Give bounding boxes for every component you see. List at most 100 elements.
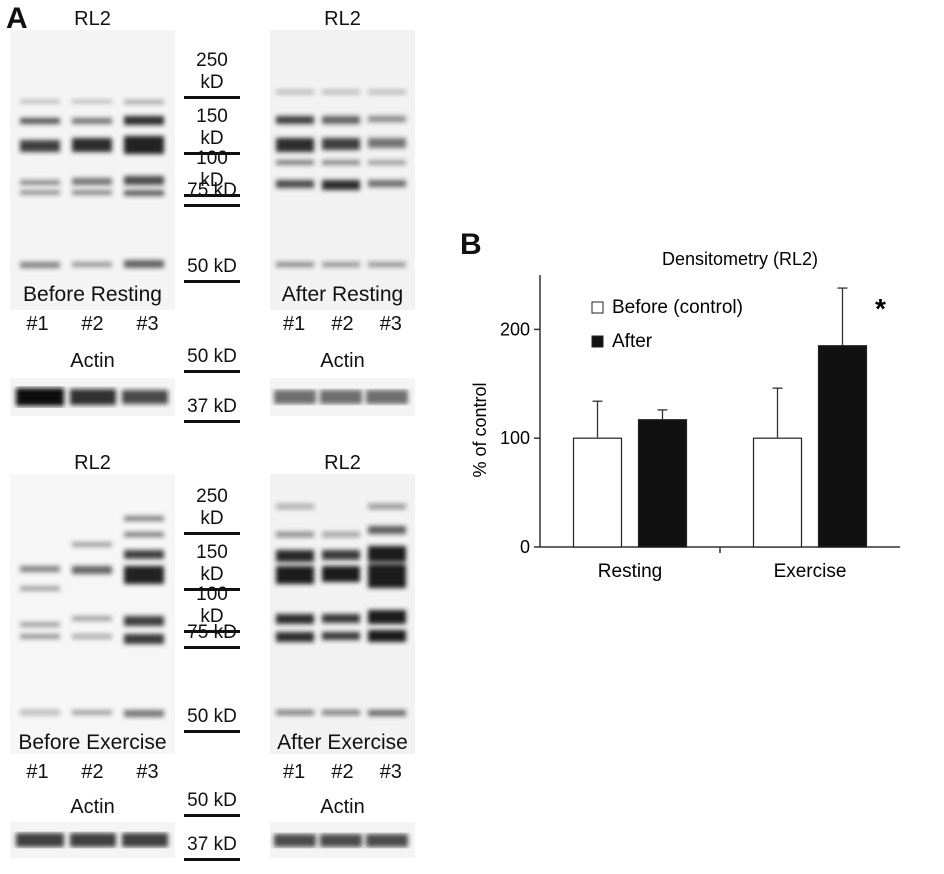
- panel-b-label: B: [460, 228, 482, 261]
- lane-label: #3: [379, 313, 402, 335]
- marker-37-actin: 37 kD: [182, 396, 242, 423]
- legend-label: Before (control): [612, 297, 743, 318]
- marker-label: 37 kD: [187, 396, 237, 417]
- bar: [752, 437, 803, 548]
- actin-label: Actin: [320, 796, 365, 818]
- lane-label: #1: [26, 761, 49, 783]
- marker-75: 75 kD: [182, 180, 242, 207]
- marker-250: 250 kD: [182, 486, 242, 535]
- gel-after-resting: RL2 After Resting #1 #2 #3 Actin: [270, 0, 415, 440]
- marker-150: 150 kD: [182, 106, 242, 155]
- lane-label: #3: [136, 313, 159, 335]
- gel-before-resting: RL2 Before Resting #1 #2 #3 Actin: [10, 0, 175, 440]
- y-tick-label: 100: [500, 428, 530, 448]
- x-category-label: Exercise: [774, 561, 847, 582]
- marker-line: [184, 152, 240, 155]
- marker-label: 100 kD: [196, 148, 228, 191]
- gel-caption: Before Exercise: [18, 731, 167, 754]
- gel-after-exercise: RL2 After Exercise #1 #2 #3 Actin: [270, 448, 415, 868]
- significance-marker: *: [875, 293, 886, 324]
- marker-100: 100 kD: [182, 584, 242, 633]
- marker-label: 250 kD: [196, 486, 228, 529]
- lane-label: #2: [331, 313, 354, 335]
- chart-legend: Before (control) After: [591, 297, 743, 352]
- marker-line: [184, 858, 240, 861]
- marker-line: [184, 194, 240, 197]
- bar: [817, 345, 868, 548]
- marker-label: 50 kD: [187, 256, 237, 277]
- marker-50: 50 kD: [182, 706, 242, 733]
- marker-label: 50 kD: [187, 346, 237, 367]
- y-tick-label: 200: [500, 319, 530, 339]
- lane-label: #1: [283, 761, 306, 783]
- gel-title: RL2: [324, 452, 361, 474]
- panel-a-label: A: [6, 2, 28, 35]
- chart-title: Densitometry (RL2): [662, 249, 818, 269]
- marker-line: [184, 588, 240, 591]
- blot-image: [270, 474, 415, 754]
- marker-150: 150 kD: [182, 542, 242, 591]
- marker-line: [184, 730, 240, 733]
- gel-caption: Before Resting: [23, 283, 162, 306]
- gel-caption: After Resting: [281, 283, 404, 306]
- lane-labels: #1 #2 #3: [270, 761, 415, 784]
- lane-label: #1: [26, 313, 49, 335]
- marker-line: [184, 280, 240, 283]
- actin-label: Actin: [70, 350, 115, 372]
- actin-blot-image: [270, 822, 415, 858]
- marker-line: [184, 532, 240, 535]
- actin-blot-image: [10, 822, 175, 858]
- gel-title: RL2: [74, 452, 111, 474]
- marker-label: 50 kD: [187, 706, 237, 727]
- lane-label: #2: [81, 313, 104, 335]
- lane-labels: #1 #2 #3: [10, 313, 175, 336]
- marker-label: 50 kD: [187, 790, 237, 811]
- actin-blot-image: [270, 378, 415, 416]
- marker-line: [184, 420, 240, 423]
- marker-line: [184, 814, 240, 817]
- marker-label: 75 kD: [187, 622, 237, 643]
- marker-label: 75 kD: [187, 180, 237, 201]
- marker-line: [184, 96, 240, 99]
- bar: [572, 437, 623, 548]
- y-axis-label: % of control: [470, 382, 490, 477]
- marker-label: 250 kD: [196, 50, 228, 93]
- blot-image: [270, 30, 415, 310]
- densitometry-chart: Densitometry (RL2) % of control 0 100 200 R…: [470, 249, 900, 582]
- marker-50-actin: 50 kD: [182, 790, 242, 817]
- gel-caption: After Exercise: [277, 731, 408, 754]
- gel-title: RL2: [74, 8, 111, 30]
- marker-75: 75 kD: [182, 622, 242, 649]
- marker-line: [184, 370, 240, 373]
- lane-labels: #1 #2 #3: [10, 761, 175, 784]
- marker-label: 37 kD: [187, 834, 237, 855]
- marker-line: [184, 204, 240, 207]
- marker-label: 100 kD: [196, 584, 228, 627]
- marker-50: 50 kD: [182, 256, 242, 283]
- lane-label: #3: [136, 761, 159, 783]
- legend-swatch: [591, 301, 604, 314]
- marker-250: 250 kD: [182, 50, 242, 99]
- gel-title: RL2: [324, 8, 361, 30]
- y-tick-label: 0: [520, 537, 530, 557]
- marker-label: 150 kD: [196, 106, 228, 149]
- marker-50-actin: 50 kD: [182, 346, 242, 373]
- lane-label: #1: [283, 313, 306, 335]
- legend-label: After: [612, 331, 653, 352]
- marker-100: 100 kD: [182, 148, 242, 197]
- marker-37-actin: 37 kD: [182, 834, 242, 861]
- x-category-label: Resting: [598, 561, 662, 582]
- gel-before-exercise: RL2 Before Exercise #1 #2 #3 Actin: [10, 448, 175, 868]
- marker-label: 150 kD: [196, 542, 228, 585]
- lane-label: #2: [331, 761, 354, 783]
- legend-swatch: [591, 335, 604, 348]
- lane-label: #3: [379, 761, 402, 783]
- chart-bars: *: [572, 287, 886, 548]
- lane-label: #2: [81, 761, 104, 783]
- actin-label: Actin: [70, 796, 115, 818]
- blot-image: [10, 30, 175, 310]
- actin-label: Actin: [320, 350, 365, 372]
- marker-line: [184, 646, 240, 649]
- actin-blot-image: [10, 378, 175, 416]
- blot-image: [10, 474, 175, 754]
